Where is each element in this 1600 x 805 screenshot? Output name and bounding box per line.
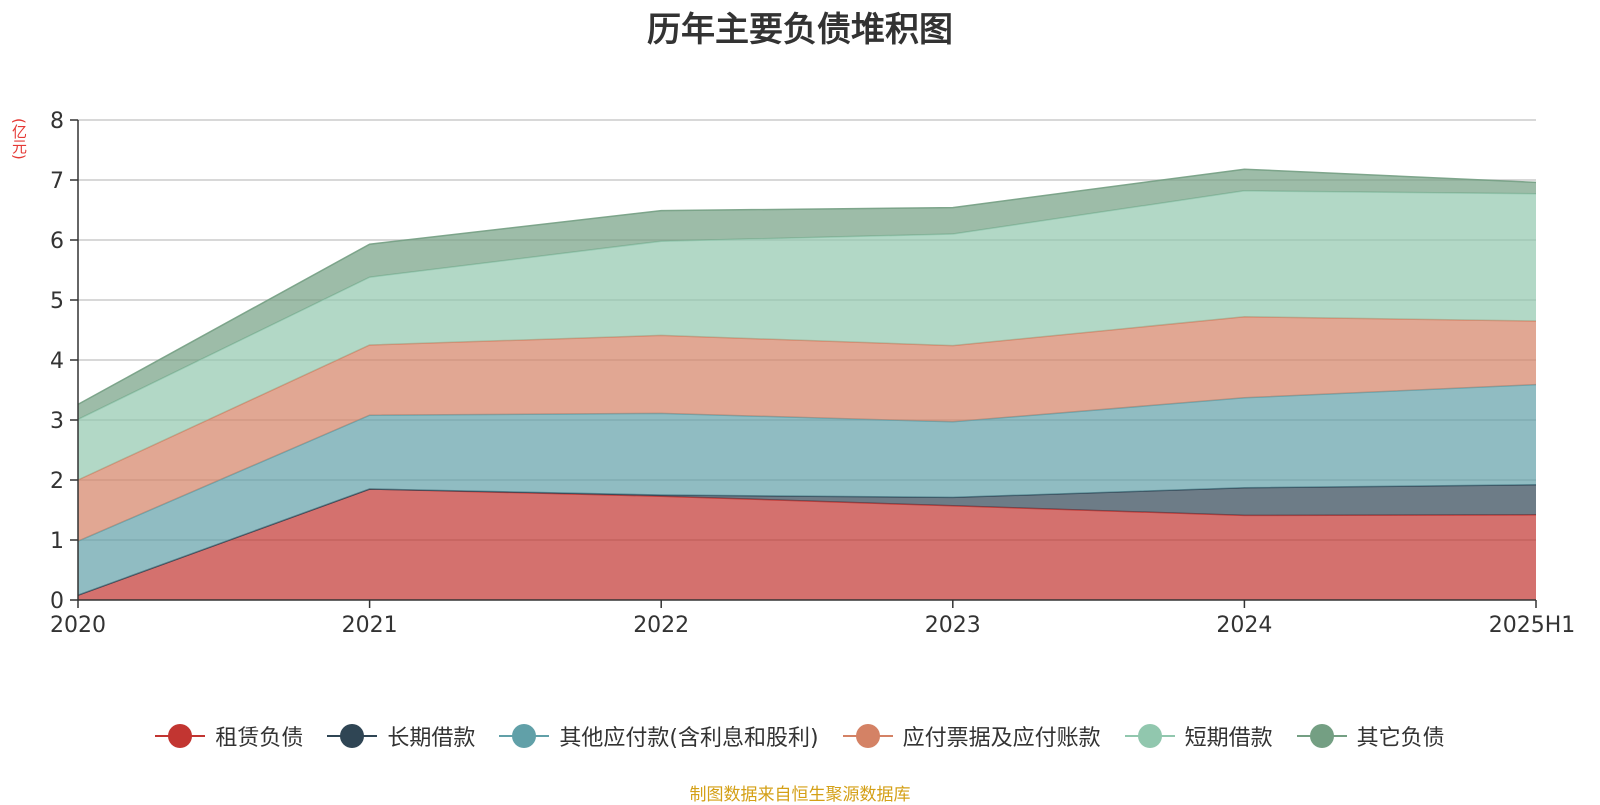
- legend-label: 长期借款: [387, 726, 476, 751]
- area-series-1[interactable]: [78, 484, 1536, 596]
- y-tick-label: 3: [50, 409, 64, 434]
- x-tick-label: 2020: [50, 613, 106, 638]
- legend-marker-icon: [327, 723, 378, 749]
- legend-label: 其他应付款(含利息和股利): [559, 726, 819, 751]
- area-series: [77, 168, 1537, 600]
- legend-label: 其它负债: [1356, 726, 1445, 751]
- legend-marker-icon: [842, 723, 893, 749]
- legend-item-5[interactable]: 其它负债: [1296, 720, 1445, 752]
- y-tick-label: 0: [50, 589, 64, 614]
- chart-title: 历年主要负债堆积图: [647, 10, 953, 50]
- legend-marker-icon: [155, 723, 206, 749]
- y-tick-label: 6: [50, 229, 64, 254]
- legend-marker-icon: [1124, 723, 1175, 749]
- y-tick-label: 1: [50, 529, 64, 554]
- axes: [70, 119, 1537, 608]
- y-tick-label: 7: [50, 169, 64, 194]
- legend-item-4[interactable]: 短期借款: [1124, 720, 1273, 752]
- tick-labels: 0 1 2 3 4 5 6 7 8 2020 2021 2022 2023 2024 2025H1: [50, 109, 1575, 638]
- legend: 租赁负债 长期借款 其他应付款(含利息和股利) 应付票据及应付账款 短期借款 其它负债: [0, 720, 1600, 752]
- legend-marker-icon: [499, 723, 550, 749]
- area-series-0[interactable]: [78, 489, 1536, 600]
- y-tick-label: 2: [50, 469, 64, 494]
- area-series-3[interactable]: [78, 316, 1536, 542]
- x-tick-label: 2021: [342, 613, 398, 638]
- legend-item-3[interactable]: 应付票据及应付账款: [842, 720, 1101, 752]
- legend-marker-icon: [1296, 723, 1347, 749]
- y-tick-label: 8: [50, 109, 64, 134]
- y-tick-label: 5: [50, 289, 64, 314]
- y-tick-label: 4: [50, 349, 64, 374]
- stacked-area-chart: 0 1 2 3 4 5 6 7 8 2020 2021 2022 2023 2024 2025H1: [50, 109, 1575, 638]
- area-series-2[interactable]: [78, 384, 1536, 596]
- x-tick-label: 2024: [1216, 613, 1272, 638]
- source-note: 制图数据来自恒生聚源数据库: [689, 785, 911, 805]
- legend-item-2[interactable]: 其他应付款(含利息和股利): [499, 720, 819, 752]
- legend-item-0[interactable]: 租赁负债: [155, 720, 303, 752]
- x-tick-label: 2022: [633, 613, 689, 638]
- x-tick-label: 2023: [925, 613, 981, 638]
- area-series-line-5: [77, 168, 1537, 406]
- x-tick-label: 2025H1: [1489, 613, 1576, 638]
- legend-item-1[interactable]: 长期借款: [327, 720, 475, 752]
- legend-label: 短期借款: [1184, 726, 1273, 751]
- legend-label: 应付票据及应付账款: [902, 726, 1101, 751]
- y-axis-unit-label: (亿元): [10, 118, 28, 160]
- legend-label: 租赁负债: [215, 726, 304, 751]
- area-series-5[interactable]: [78, 169, 1536, 420]
- area-series-4[interactable]: [78, 190, 1536, 481]
